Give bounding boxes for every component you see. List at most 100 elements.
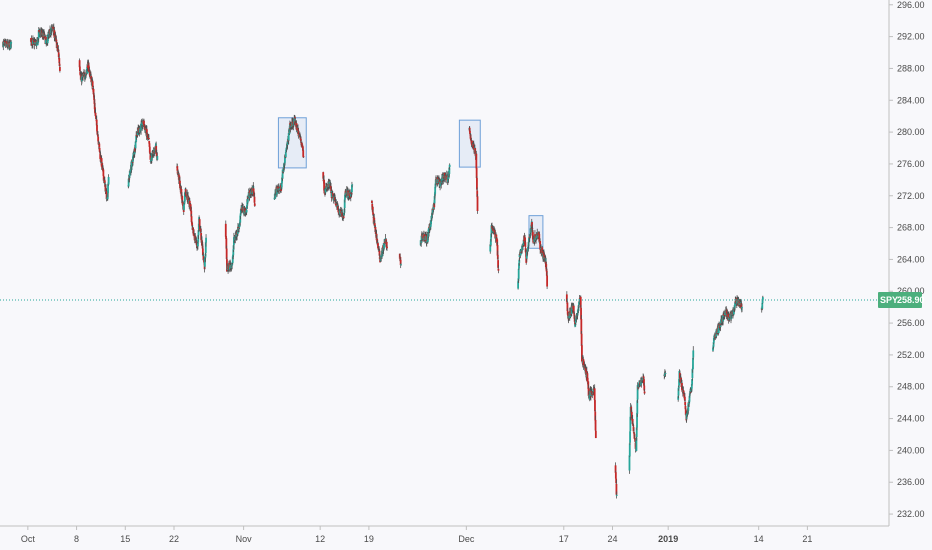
candle-down [425, 234, 428, 236]
candle-down [155, 145, 158, 153]
candle-up [383, 242, 386, 244]
candle-down [546, 275, 549, 287]
candle-up [293, 118, 296, 123]
candle-down [301, 143, 303, 145]
candle-up [734, 303, 736, 307]
candle-down [201, 248, 204, 256]
candle-up [574, 320, 577, 323]
candle-down [580, 318, 583, 335]
symbol-price-tag: SPY 258.90 [878, 292, 925, 309]
candle-down [192, 229, 195, 236]
candle-up [351, 184, 353, 193]
candle-down [98, 147, 101, 152]
candle-up [246, 199, 249, 203]
candle-down [643, 391, 646, 394]
time-tick-label: Dec [458, 534, 475, 544]
price-tick-label: 276.00 [897, 159, 925, 169]
time-tick-label: 14 [754, 534, 764, 544]
candle-down [253, 196, 256, 203]
candle-down [278, 186, 281, 189]
candle-up [629, 431, 631, 443]
candle-down [565, 294, 568, 302]
candle-up [761, 302, 764, 309]
candle-down [497, 268, 500, 271]
candle-down [190, 216, 193, 223]
candle-up [448, 168, 451, 174]
candle-up [104, 183, 107, 185]
price-tick-label: 252.00 [897, 350, 925, 360]
candle-down [372, 212, 375, 215]
time-tick-label: 17 [559, 534, 569, 544]
candle-down [145, 129, 148, 134]
candle-down [323, 179, 325, 191]
candle-down [191, 222, 194, 226]
price-axis[interactable]: 296.00 292.00 288.00 284.00 280.00 276.00 272.… [889, 0, 925, 519]
price-tick-label: 248.00 [897, 382, 925, 392]
candle-up [231, 256, 234, 263]
candle-down [642, 376, 645, 379]
candle-down [594, 400, 596, 412]
candle-up [231, 263, 234, 266]
price-tick-label: 296.00 [897, 0, 925, 10]
candle-up [691, 368, 694, 370]
candle-down [643, 385, 646, 391]
candle-down [630, 411, 633, 418]
candle-up [203, 258, 206, 267]
candle-down [534, 234, 537, 240]
candle-down [476, 196, 479, 211]
candle-down [740, 303, 743, 310]
candle-down [4, 40, 6, 42]
candle-up [635, 438, 638, 451]
candle-up [274, 192, 277, 199]
candle-down [297, 127, 299, 132]
candle-up [204, 242, 207, 254]
candle-up [400, 264, 402, 266]
candle-up [324, 188, 327, 193]
candle-down [471, 140, 473, 146]
candle-up [678, 378, 680, 386]
candle-up [517, 281, 520, 289]
candle-down [55, 39, 58, 42]
candle-down [78, 60, 81, 68]
candle-up [529, 234, 532, 236]
candle-up [489, 244, 492, 252]
candle-up [692, 350, 695, 358]
candle-up [197, 230, 200, 236]
candle-up [140, 124, 142, 131]
candle-down [97, 136, 100, 142]
candle-up [518, 263, 520, 269]
price-tick-label: 288.00 [897, 63, 925, 73]
candle-up [518, 253, 521, 257]
candle-down [614, 465, 617, 473]
candle-up [245, 209, 248, 213]
candle-up [156, 156, 159, 160]
candle-down [531, 232, 534, 240]
candle-down [94, 115, 97, 117]
time-tick-label: Oct [21, 534, 36, 544]
candle-down [302, 146, 304, 151]
candle-down [198, 219, 201, 228]
time-tick-label: 2019 [658, 534, 678, 544]
candle-up [628, 443, 631, 457]
candle-up [761, 297, 764, 300]
candle-down [78, 66, 81, 71]
candle-up [439, 181, 441, 187]
candle-up [490, 225, 493, 233]
candle-down [683, 396, 686, 401]
candle-up [429, 224, 432, 227]
candle-down [300, 141, 303, 143]
candle-up [286, 141, 289, 146]
candle-up [250, 191, 253, 194]
candle-up [717, 325, 720, 333]
candle-down [225, 238, 228, 249]
candle-up [140, 122, 143, 125]
price-tag-symbol: SPY [880, 295, 898, 305]
candle-down [631, 418, 634, 424]
candle-down [58, 58, 61, 64]
candle-down [342, 216, 345, 218]
candle-up [692, 357, 694, 369]
time-axis[interactable]: Oct 8 15 22 Nov 12 19 Dec 17 24 2019 14 21 [21, 526, 813, 544]
candle-down [38, 29, 41, 32]
candle-down [148, 141, 151, 144]
